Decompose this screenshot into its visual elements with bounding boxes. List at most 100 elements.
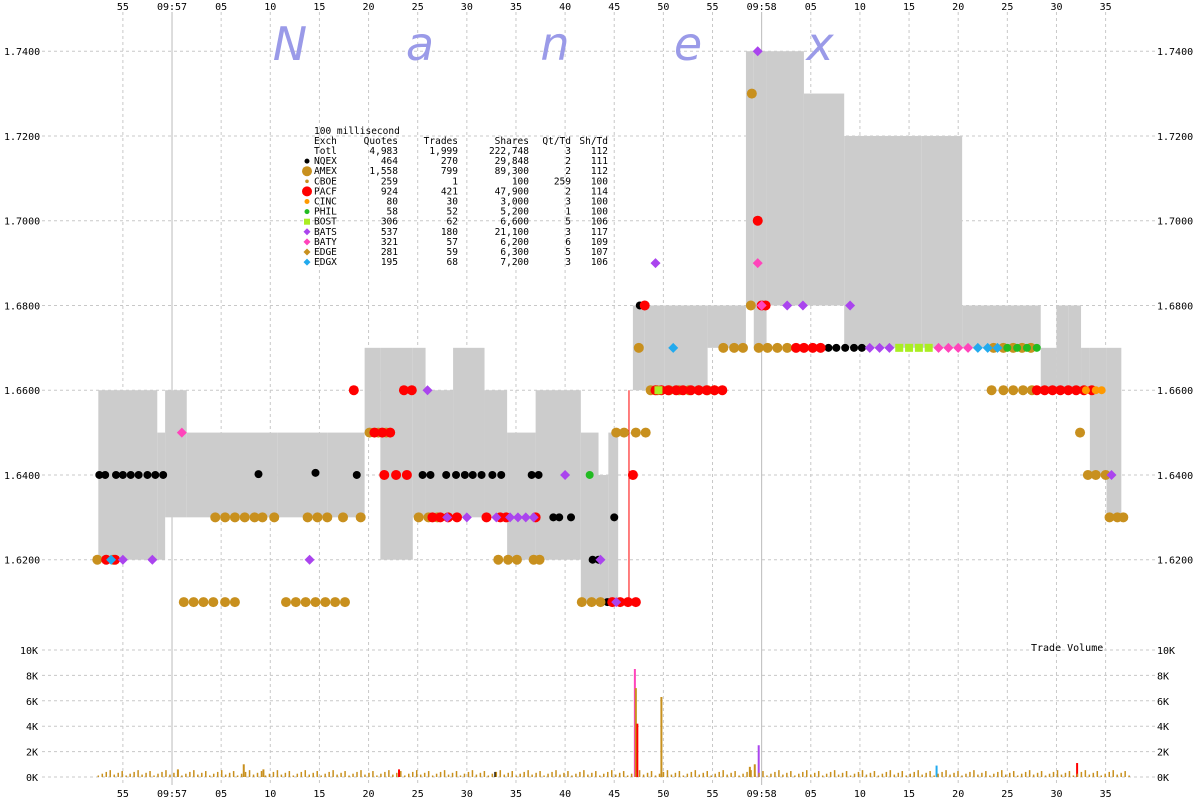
nbbo-segment (707, 305, 746, 348)
marker-nqex (832, 343, 841, 352)
marker-amex (1104, 512, 1115, 523)
marker-edgx (992, 342, 1003, 353)
y-tick-label-right: 1.7400 (1157, 47, 1193, 58)
legend-cell: 2 (565, 186, 571, 197)
marker-amex (220, 512, 231, 523)
marker-nqex (134, 470, 143, 479)
x-tick-label-top: 30 (1050, 2, 1062, 13)
marker-amex (503, 554, 514, 565)
marker-bats (117, 554, 128, 565)
legend-marker (304, 199, 310, 204)
legend-cell: 62 (447, 217, 458, 228)
marker-nqex (426, 470, 435, 479)
legend-cell: 100 (591, 176, 608, 187)
nbbo-segment (186, 432, 278, 518)
x-tick-label-bottom: 30 (461, 789, 473, 800)
volume-tick-label-right: 10K (1157, 646, 1175, 657)
marker-bats (512, 512, 523, 523)
x-tick-label-bottom: 05 (805, 789, 817, 800)
marker-amex (619, 427, 630, 438)
marker-bats (304, 554, 315, 565)
marker-amex (178, 597, 189, 608)
y-tick-label-right: 1.6400 (1157, 471, 1193, 482)
marker-amex (92, 554, 103, 565)
marker-pacf (701, 385, 712, 396)
volume-tick-label-left: 4K (26, 722, 38, 733)
y-tick-label-left: 1.6200 (4, 556, 40, 567)
marker-nqex (151, 470, 160, 479)
legend-cell: 2 (565, 156, 571, 167)
marker-amex (718, 342, 729, 353)
marker-amex (257, 512, 268, 523)
marker-bats (422, 385, 433, 396)
marker-phil (585, 470, 594, 479)
legend-cell: 80 (387, 197, 399, 208)
marker-pacf (435, 512, 446, 523)
x-tick-label-bottom: 05 (215, 789, 227, 800)
legend-marker (303, 228, 311, 236)
legend-cell: 100 (512, 176, 529, 187)
marker-nqex (468, 470, 477, 479)
marker-bats (442, 512, 453, 523)
legend-marker (303, 248, 311, 256)
marker-amex (198, 597, 209, 608)
y-tick-label-right: 1.7000 (1157, 217, 1193, 228)
marker-amex (762, 342, 773, 353)
marker-pacf (685, 385, 696, 396)
marker-pacf (627, 469, 638, 480)
x-tick-label-top: 15 (903, 2, 915, 13)
marker-amex (753, 342, 764, 353)
y-tick-label-left: 1.7200 (4, 132, 40, 143)
legend-marker (304, 158, 310, 164)
marker-amex (229, 512, 240, 523)
legend-cell: 4,983 (369, 146, 398, 157)
marker-bats (782, 300, 793, 311)
legend-cell: 5,200 (500, 207, 529, 218)
marker-baty (176, 427, 187, 438)
marker-pacf (630, 597, 641, 608)
legend-cell: 799 (441, 166, 458, 177)
marker-amex (229, 597, 240, 608)
marker-nqex (452, 470, 461, 479)
volume-tick-label-left: 10K (20, 646, 38, 657)
marker-bats (752, 46, 763, 57)
watermark-letter: N (273, 17, 307, 71)
marker-pacf (427, 512, 438, 523)
legend-cell: 58 (387, 207, 399, 218)
nbbo-segment (412, 347, 426, 518)
x-tick-label-bottom: 20 (363, 789, 375, 800)
marker-bost (905, 343, 914, 352)
x-tick-label-bottom: 30 (1050, 789, 1062, 800)
x-tick-label-bottom: 09:58 (747, 789, 777, 800)
marker-nqex (311, 468, 320, 477)
legend-column-header: Trades (424, 136, 458, 147)
legend-cell: BATS (314, 227, 337, 238)
nbbo-segment (1089, 347, 1107, 475)
x-tick-label-bottom: 15 (313, 789, 325, 800)
marker-nqex (254, 470, 263, 479)
marker-bats (520, 512, 531, 523)
nbbo-segment (277, 432, 328, 518)
marker-pacf (406, 385, 417, 396)
marker-amex (239, 512, 250, 523)
legend-cell: 52 (447, 207, 458, 218)
marker-bats (147, 554, 158, 565)
marker-amex (1008, 385, 1019, 396)
legend-cell: 281 (381, 247, 398, 258)
legend-cell: 59 (447, 247, 459, 258)
marker-baty (756, 300, 767, 311)
marker-nqex (159, 470, 168, 479)
legend-cell: 29,848 (495, 156, 530, 167)
marker-amex (729, 342, 740, 353)
nbbo-segment (1068, 305, 1082, 391)
marker-pacf (481, 512, 492, 523)
legend-cell: 321 (381, 237, 398, 248)
marker-phil (1022, 343, 1031, 352)
marker-bost (654, 386, 663, 395)
y-tick-label-left: 1.6800 (4, 301, 40, 312)
x-tick-label-bottom: 20 (952, 789, 964, 800)
x-tick-label-top: 40 (559, 2, 571, 13)
marker-nqex (477, 470, 486, 479)
watermark-letter: a (406, 17, 434, 71)
